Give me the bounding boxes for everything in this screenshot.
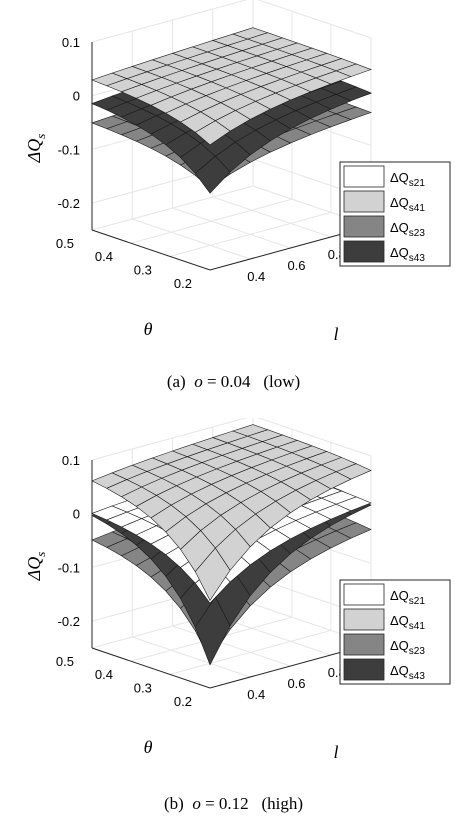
- z-tick-label: 0.1: [62, 453, 80, 468]
- legend-swatch: [343, 583, 385, 606]
- theta-tick-label: 0.2: [174, 276, 192, 291]
- surface-chart-b: 0.10-0.1-0.20.50.40.30.20.40.60.81ΔQsθlΔ…: [24, 418, 451, 762]
- floor-axis-line: [91, 643, 372, 689]
- legend-label: ΔQs43: [390, 663, 425, 682]
- l-axis-label: l: [333, 324, 338, 344]
- z-tick-label: 0.1: [62, 35, 80, 50]
- gridline: [132, 636, 251, 678]
- surface-cell: [194, 155, 231, 194]
- legend-label: ΔQs43: [390, 245, 425, 264]
- z-axis-label: ΔQs: [24, 552, 48, 582]
- surface-s41: [91, 27, 372, 146]
- legend: ΔQs21 ΔQs41 ΔQs23 ΔQs43: [339, 579, 451, 685]
- legend-label: ΔQs21: [390, 170, 425, 189]
- caption-a-suffix: (low): [263, 372, 301, 391]
- theta-tick-label: 0.3: [134, 680, 152, 695]
- z-axis-label-sub: s: [33, 552, 48, 557]
- z-tick-label: 0: [73, 507, 80, 522]
- legend-label: ΔQs23: [390, 220, 425, 239]
- chart-panel-a: 0.10-0.1-0.20.50.40.30.20.40.60.81ΔQsθlΔ…: [0, 0, 467, 418]
- caption-b-eq: = 0.12: [205, 794, 249, 813]
- theta-tick-label: 0.2: [174, 694, 192, 709]
- legend-swatch: [343, 240, 385, 263]
- z-ticks: 0.1 0 -0.1 -0.2: [58, 453, 80, 629]
- surface-cell: [194, 596, 231, 666]
- caption-b-var: o: [192, 794, 201, 813]
- gridline: [172, 625, 291, 667]
- theta-ticks: 0.5 0.4 0.3 0.2: [56, 236, 192, 291]
- theta-axis-label: θ: [144, 737, 153, 757]
- gridline: [91, 0, 372, 43]
- legend-swatch: [343, 633, 385, 656]
- l-tick-label: 0.4: [247, 687, 265, 702]
- legend-swatch: [343, 165, 385, 188]
- z-axis-label-main: ΔQ: [24, 557, 44, 582]
- caption-a-eq: = 0.04: [206, 372, 251, 391]
- legend-swatch: [343, 608, 385, 631]
- theta-tick-label: 0.4: [95, 667, 113, 682]
- surface-chart-a: 0.10-0.1-0.20.50.40.30.20.40.60.81ΔQsθlΔ…: [24, 0, 451, 344]
- legend-label: ΔQs21: [390, 588, 425, 607]
- legend-swatch: [343, 190, 385, 213]
- caption-b: (b) o = 0.12 (high): [0, 794, 467, 814]
- l-tick-label: 0.6: [287, 676, 305, 691]
- l-axis-label: l: [333, 742, 338, 762]
- caption-a: (a) o = 0.04 (low): [0, 372, 467, 392]
- axes-box: [91, 42, 372, 271]
- floor-axis-line: [91, 225, 372, 271]
- legend-label: ΔQs23: [390, 638, 425, 657]
- z-tick-label: -0.1: [58, 142, 80, 157]
- axes-box: [91, 460, 372, 689]
- z-axis-label: ΔQs: [24, 134, 48, 164]
- surface-s41: [91, 424, 372, 602]
- z-tick-label: -0.2: [58, 196, 80, 211]
- surface-cell: [194, 120, 231, 146]
- caption-b-prefix: (b): [164, 794, 184, 813]
- legend-label: ΔQs41: [390, 195, 425, 214]
- theta-tick-label: 0.5: [56, 236, 74, 251]
- gridline: [172, 207, 291, 249]
- legend-swatch: [343, 215, 385, 238]
- theta-tick-label: 0.5: [56, 654, 74, 669]
- theta-tick-label: 0.3: [134, 262, 152, 277]
- z-axis-label-sub: s: [33, 134, 48, 139]
- l-tick-label: 0.6: [287, 258, 305, 273]
- gridline: [132, 218, 251, 260]
- z-axis-label-main: ΔQ: [24, 139, 44, 164]
- surface-cell: [194, 547, 231, 602]
- theta-tick-label: 0.4: [95, 249, 113, 264]
- theta-ticks: 0.5 0.4 0.3 0.2: [56, 654, 192, 709]
- legend-label: ΔQs41: [390, 613, 425, 632]
- legend-swatch: [343, 658, 385, 681]
- z-ticks: 0.1 0 -0.1 -0.2: [58, 35, 80, 211]
- gridline: [91, 418, 372, 461]
- caption-a-var: o: [194, 372, 203, 391]
- chart-panel-b: 0.10-0.1-0.20.50.40.30.20.40.60.81ΔQsθlΔ…: [0, 418, 467, 837]
- caption-b-suffix: (high): [261, 794, 303, 813]
- z-tick-label: 0: [73, 89, 80, 104]
- z-tick-label: -0.2: [58, 614, 80, 629]
- theta-axis-label: θ: [144, 319, 153, 339]
- caption-a-prefix: (a): [166, 372, 186, 391]
- legend: ΔQs21 ΔQs41 ΔQs23 ΔQs43: [339, 161, 451, 267]
- z-tick-label: -0.1: [58, 560, 80, 575]
- l-tick-label: 0.4: [247, 269, 265, 284]
- gridline: [212, 196, 331, 238]
